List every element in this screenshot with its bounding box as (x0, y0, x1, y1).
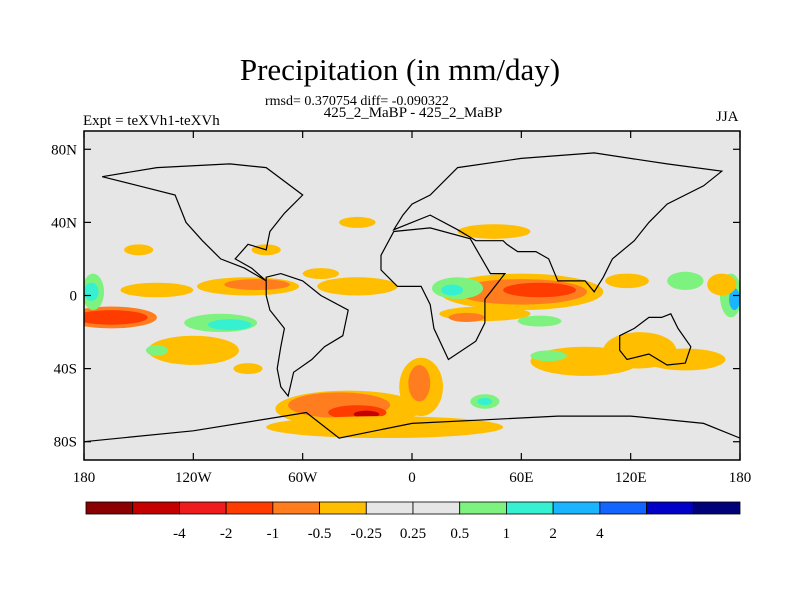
experiment-label: Expt = teXVh1-teXVh (83, 113, 220, 129)
anomaly-region-14 (517, 315, 562, 327)
colorbar-label: -1 (267, 526, 280, 542)
colorbar-box (365, 501, 414, 515)
anomaly-region-29 (84, 282, 99, 301)
anomaly-region-35 (233, 363, 263, 375)
colorbar-label: 1 (503, 526, 511, 542)
anomaly-region-26 (317, 277, 398, 296)
colorbar-box (85, 501, 134, 515)
stats-line: rmsd= 0.370754 diff= -0.090322 (265, 94, 449, 109)
colorbar-box (506, 501, 554, 515)
coastline-0 (265, 272, 349, 398)
colorbar-box (132, 501, 180, 515)
coastline-5 (84, 411, 740, 443)
colorbar-box (599, 501, 647, 515)
y-tick-label: 40S (54, 362, 77, 378)
colorbar-box (272, 501, 320, 515)
anomaly-region-9 (503, 282, 576, 298)
anomaly-region-43 (530, 350, 567, 362)
x-tick-label: 120W (175, 470, 213, 486)
anomaly-region-32 (707, 273, 737, 296)
anomaly-region-20 (147, 335, 239, 365)
x-tick-label: 60W (288, 470, 318, 486)
x-tick-label: 60E (509, 470, 533, 486)
colorbar-label: -4 (173, 526, 186, 542)
anomaly-region-27 (302, 268, 340, 280)
x-tick-label: 180 (73, 470, 96, 486)
anomaly-region-40 (145, 344, 168, 356)
anomaly-region-17 (645, 348, 726, 371)
coastline-3 (392, 152, 724, 293)
anomaly-region-42 (477, 397, 493, 406)
colorbar-box (225, 501, 274, 515)
y-tick-label: 80S (54, 435, 77, 451)
anomaly-region-36 (339, 216, 376, 228)
colorbar-box (459, 501, 507, 515)
colorbar-label: -0.5 (308, 526, 332, 542)
anomaly-region-22 (207, 319, 252, 331)
season-label: JJA (716, 109, 739, 125)
x-tick-label: 0 (408, 470, 416, 486)
x-tick-label: 120E (615, 470, 647, 486)
colorbar-label: 4 (596, 526, 604, 542)
colorbar-label: 0.25 (400, 526, 426, 542)
coastline-4 (619, 313, 692, 366)
y-tick-label: 40N (51, 215, 77, 231)
colorbar-box (179, 501, 227, 515)
colorbar-box (412, 501, 461, 515)
colorbar-label: 2 (549, 526, 557, 542)
anomaly-region-31 (729, 288, 740, 311)
chart-title: Precipitation (in mm/day) (239, 52, 561, 87)
anomaly-region-6 (408, 365, 431, 402)
y-tick-label: 80N (51, 142, 77, 158)
anomaly-region-4 (266, 416, 504, 439)
anomaly-region-11 (441, 284, 464, 296)
colorbar-label: -2 (220, 526, 233, 542)
colorbar-label: 0.5 (450, 526, 469, 542)
x-tick-label: 180 (729, 470, 752, 486)
colorbar-label: -0.25 (351, 526, 382, 542)
colorbar-box (319, 501, 367, 515)
anomaly-region-38 (124, 244, 154, 256)
colorbar-box (692, 501, 741, 515)
colorbar-box (646, 501, 694, 515)
y-tick-label: 0 (70, 289, 78, 305)
anomaly-region-23 (120, 282, 194, 298)
anomaly-region-3 (353, 410, 380, 418)
chart-subtitle: 425_2_MaBP - 425_2_MaBP (323, 105, 503, 121)
colorbar-box (552, 501, 601, 515)
anomaly-region-34 (605, 273, 649, 289)
anomaly-region-19 (84, 310, 148, 325)
coastline-2 (380, 227, 507, 361)
anomaly-region-37 (457, 224, 531, 239)
anomaly-region-25 (224, 279, 290, 290)
anomaly-region-13 (448, 312, 485, 322)
coastline-1 (102, 163, 304, 282)
anomaly-region-33 (667, 271, 704, 290)
